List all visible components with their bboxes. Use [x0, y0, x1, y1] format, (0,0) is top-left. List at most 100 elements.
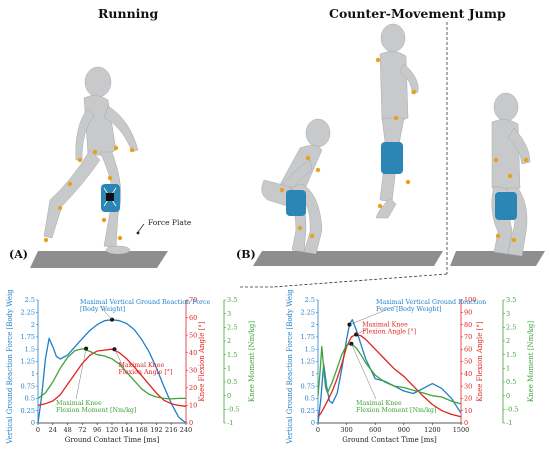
annotation-leader	[75, 348, 87, 400]
max-marker	[84, 346, 89, 351]
left-tick-label: 1.25	[301, 358, 315, 366]
force-plate-label: Force Plate	[148, 218, 192, 227]
right-tick-label: -1	[227, 419, 233, 427]
mid-tick-label: 50	[464, 358, 472, 366]
left-axis-title: Vertical Ground Reaction Force [Body Wei…	[6, 290, 14, 445]
x-tick-label: 900	[398, 426, 410, 434]
x-axis-title: Ground Contact Time [ms]	[342, 436, 437, 444]
right-tick-label: 3.5	[506, 296, 516, 304]
mid-tick-label: 70	[189, 296, 197, 304]
left-tick-label: 2.25	[301, 309, 315, 317]
right-tick-label: 0	[506, 392, 510, 400]
mid-tick-label: 10	[464, 407, 472, 415]
mid-tick-label: 20	[189, 384, 197, 392]
left-tick-label: 0	[311, 419, 315, 427]
x-tick-label: 600	[369, 426, 381, 434]
x-tick-label: 168	[135, 426, 147, 434]
annotation-leader	[356, 328, 369, 335]
left-tick-label: 2	[31, 321, 35, 329]
annotation-label: Maximal Knee	[56, 400, 102, 407]
mid-tick-label: 40	[189, 349, 197, 357]
left-tick-label: 1.5	[305, 345, 315, 353]
right-tick-label: -0.5	[227, 406, 240, 414]
cmj-title: Counter-Movement Jump	[329, 6, 506, 21]
panel-label-a: (A)	[9, 248, 28, 261]
left-tick-label: 0	[31, 419, 35, 427]
x-tick-label: 144	[121, 426, 133, 434]
left-tick-label: 1	[311, 370, 315, 378]
annotation-label: Maximal Knee	[356, 400, 402, 407]
running-title: Running	[98, 6, 159, 21]
max-marker	[347, 322, 352, 327]
x-tick-label: 240	[180, 426, 192, 434]
mid-tick-label: 40	[464, 370, 472, 378]
right-tick-label: 3	[227, 310, 231, 318]
mid-tick-label: 60	[464, 345, 472, 353]
right-axis-title: Knee Moment [Nm/kg]	[248, 321, 256, 403]
left-tick-label: 0.75	[21, 382, 35, 390]
panel-label-b: (B)	[236, 248, 256, 261]
left-tick-label: 0.25	[301, 407, 315, 415]
annotation-label: Maximal Knee	[362, 321, 408, 328]
force-plate-running	[30, 251, 168, 268]
annotation-leader	[351, 343, 377, 400]
left-tick-label: 1.5	[25, 345, 35, 353]
right-tick-label: 3	[506, 310, 510, 318]
mid-tick-label: 10	[189, 402, 197, 410]
max-marker	[354, 332, 359, 337]
mid-tick-label: 0	[464, 419, 468, 427]
right-tick-label: 2	[227, 337, 231, 345]
x-tick-label: 24	[49, 426, 57, 434]
mid-tick-label: 90	[464, 309, 472, 317]
right-tick-label: 1.5	[227, 351, 237, 359]
annotation-label: Flexion Angle [°]	[118, 369, 172, 376]
left-tick-label: 1.75	[301, 333, 315, 341]
series-line-right	[37, 348, 186, 400]
series-line-left	[37, 319, 187, 424]
left-tick-label: 0.5	[305, 395, 315, 403]
annotation-label: Flexion Moment [Nm/kg]	[56, 407, 136, 414]
series-line-mid	[317, 333, 462, 418]
right-tick-label: 0.5	[227, 378, 237, 386]
right-tick-label: 0.5	[506, 378, 516, 386]
x-tick-label: 48	[63, 426, 71, 434]
right-tick-label: 0	[227, 392, 231, 400]
right-tick-label: 1.5	[506, 351, 516, 359]
right-tick-label: 3.5	[227, 296, 237, 304]
marker-dots	[43, 57, 529, 243]
right-tick-label: 2.5	[227, 324, 237, 332]
mid-tick-label: 70	[464, 333, 472, 341]
mid-tick-label: 100	[464, 296, 476, 304]
annotation-leader	[349, 305, 397, 325]
left-tick-label: 2	[311, 321, 315, 329]
annotation-label: Maximal Knee	[118, 362, 164, 369]
cmj-flight-knee-brace	[381, 142, 403, 174]
series-line-right	[317, 343, 462, 405]
mid-tick-label: 20	[464, 395, 472, 403]
x-tick-label: 1200	[424, 426, 441, 434]
x-axis-title: Ground Contact Time [ms]	[65, 436, 160, 444]
left-tick-label: 0.25	[21, 407, 35, 415]
right-tick-label: 2.5	[506, 324, 516, 332]
annotation-label: Maximal Vertical Ground Reaction Force	[80, 299, 211, 306]
mid-axis-title: Knee Flexion Angle [°]	[198, 321, 206, 402]
force-plate-cmj-2	[347, 251, 443, 266]
annotation-leader	[99, 305, 113, 320]
mid-tick-label: 0	[189, 419, 193, 427]
x-tick-label: 1500	[453, 426, 470, 434]
x-tick-label: 0	[316, 426, 320, 434]
annotation-label: Flexion Angle [°]	[362, 328, 416, 335]
right-tick-label: -0.5	[506, 406, 519, 414]
force-plate-cmj-1	[253, 251, 366, 266]
right-tick-label: -1	[506, 419, 512, 427]
x-tick-label: 192	[150, 426, 162, 434]
right-tick-label: 1	[506, 365, 510, 373]
annotation-leader	[114, 349, 125, 370]
annotation-label: [Body Weight]	[80, 306, 125, 313]
left-tick-label: 1.25	[21, 358, 35, 366]
left-tick-label: 2.5	[25, 296, 35, 304]
mid-axis-title: Knee Flexion Angle [°]	[476, 321, 484, 402]
mid-tick-label: 60	[189, 314, 197, 322]
